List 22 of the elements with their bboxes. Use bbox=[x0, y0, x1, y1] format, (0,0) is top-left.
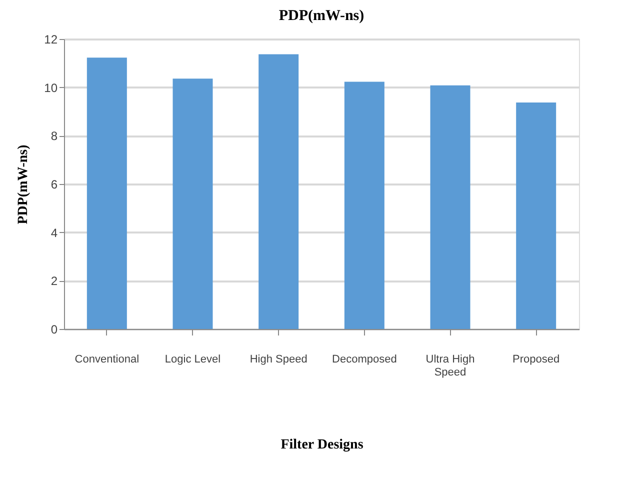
x-tick-label: Ultra High Speed bbox=[426, 354, 475, 378]
x-tick-label: Conventional bbox=[74, 354, 140, 366]
x-tick-label: Proposed bbox=[512, 354, 560, 366]
bar bbox=[344, 82, 384, 329]
bar bbox=[516, 102, 556, 329]
y-tick-label: 6 bbox=[50, 178, 58, 192]
chart-title: PDP(mW-ns) bbox=[278, 8, 364, 24]
y-tick-label: 4 bbox=[50, 226, 58, 240]
x-tick-label: High Speed bbox=[250, 354, 308, 366]
y-tick-label: 10 bbox=[44, 80, 58, 95]
bar bbox=[258, 54, 299, 329]
y-tick-label: 2 bbox=[50, 274, 58, 288]
x-tick-label: Decomposed bbox=[332, 354, 397, 366]
x-tick-label: Logic Level bbox=[164, 354, 221, 366]
bar bbox=[430, 85, 470, 329]
y-tick-label: 12 bbox=[44, 32, 58, 46]
y-tick-label: 8 bbox=[50, 129, 58, 144]
bar bbox=[172, 78, 213, 329]
y-axis-title: PDP(mW-ns) bbox=[16, 144, 32, 224]
y-tick-label: 0 bbox=[50, 322, 58, 336]
bar bbox=[86, 58, 127, 329]
x-axis-title: Filter Designs bbox=[280, 438, 364, 452]
